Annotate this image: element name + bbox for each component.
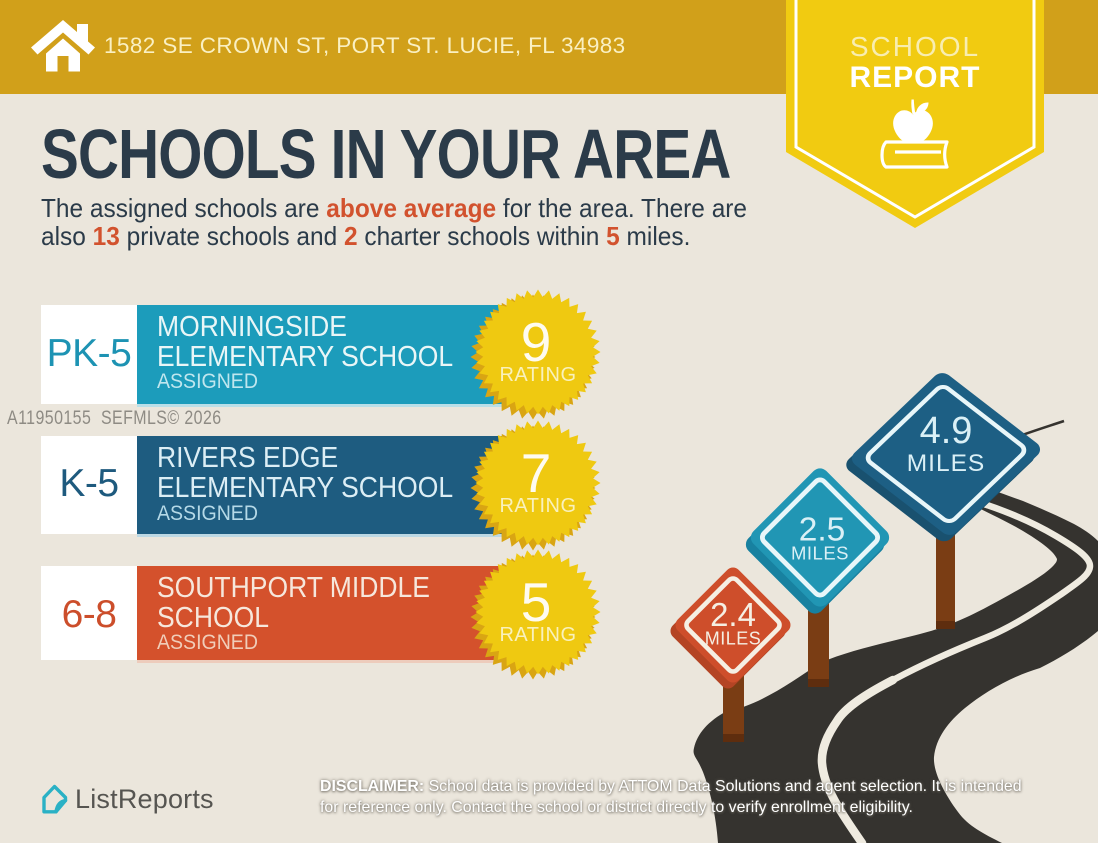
svg-text:9: 9 (521, 311, 552, 373)
svg-text:4.9: 4.9 (920, 410, 973, 452)
svg-text:RATING: RATING (499, 495, 576, 517)
svg-text:REPORT: REPORT (849, 61, 980, 94)
svg-text:RATING: RATING (499, 364, 576, 386)
svg-text:2.4: 2.4 (710, 596, 756, 633)
svg-text:MILES: MILES (705, 629, 762, 649)
svg-text:MILES: MILES (907, 450, 986, 477)
svg-text:7: 7 (521, 442, 552, 504)
svg-text:2.5: 2.5 (799, 512, 846, 549)
svg-text:5: 5 (521, 571, 552, 633)
svg-text:MILES: MILES (791, 543, 849, 564)
svg-text:SCHOOL: SCHOOL (850, 31, 980, 62)
svg-text:RATING: RATING (499, 624, 576, 646)
